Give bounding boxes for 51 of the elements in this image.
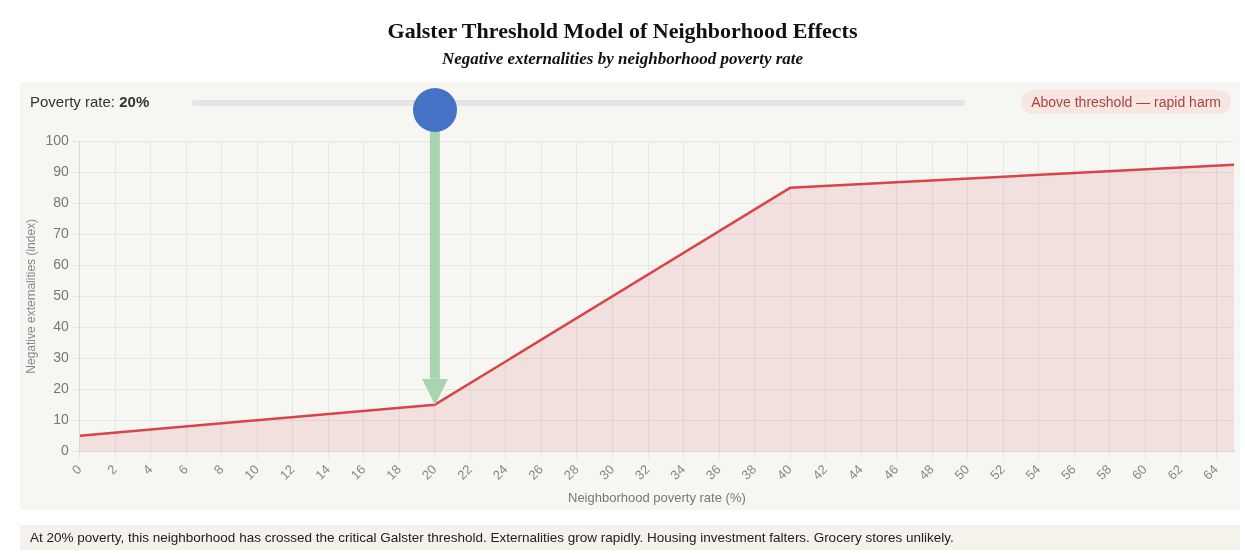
y-axis-title: Negative externalities (index) bbox=[23, 218, 38, 374]
x-tick-label: 56 bbox=[1058, 461, 1079, 483]
x-tick-label: 30 bbox=[596, 461, 618, 483]
x-tick-label: 34 bbox=[667, 461, 689, 483]
x-tick-label: 40 bbox=[773, 461, 795, 483]
x-tick-label: 8 bbox=[210, 461, 227, 478]
text: Above threshold — rapid harm bbox=[1021, 90, 1231, 114]
x-tick-label: 32 bbox=[631, 461, 653, 483]
x-tick-label: 4 bbox=[139, 461, 156, 478]
y-tick-label: 0 bbox=[60, 442, 69, 458]
y-tick-label: 60 bbox=[53, 256, 69, 273]
x-tick-label: 14 bbox=[312, 461, 334, 483]
x-tick-label: 62 bbox=[1164, 461, 1186, 483]
x-tick-label: 12 bbox=[276, 461, 298, 483]
y-tick-label: 10 bbox=[53, 411, 69, 428]
x-tick-label: 24 bbox=[489, 461, 511, 483]
x-tick-label: 52 bbox=[986, 461, 1008, 483]
x-tick-label: 46 bbox=[880, 461, 902, 483]
x-tick-label: 42 bbox=[809, 461, 831, 483]
y-tick-label: 50 bbox=[53, 287, 69, 304]
x-tick-label: 18 bbox=[383, 461, 405, 483]
y-tick-label: 100 bbox=[45, 132, 69, 149]
x-tick-label: 36 bbox=[702, 461, 724, 483]
x-tick-label: 58 bbox=[1093, 461, 1115, 483]
x-tick-label: 38 bbox=[738, 461, 760, 483]
text: Poverty rate: 20% bbox=[30, 93, 150, 110]
x-tick-label: 60 bbox=[1129, 461, 1150, 483]
y-tick-label: 20 bbox=[53, 380, 69, 397]
x-tick-label: 10 bbox=[241, 461, 262, 483]
x-tick-label: 6 bbox=[175, 461, 191, 478]
x-tick-label: 48 bbox=[915, 461, 937, 483]
x-tick-label: 20 bbox=[418, 461, 440, 483]
y-tick-label: 90 bbox=[53, 163, 69, 180]
chart-subtitle: Negative externalities by neighborhood poverty rate bbox=[440, 49, 805, 69]
y-tick-label: 70 bbox=[53, 225, 69, 242]
x-tick-label: 44 bbox=[844, 461, 866, 483]
text: At 20% poverty, this neighborhood has crossed the critical Galster threshold. Externalities grow rapidly. Housing investment falters. Grocery stores unlikely. bbox=[20, 525, 1240, 550]
x-tick-label: 50 bbox=[951, 461, 973, 483]
y-tick-label: 30 bbox=[53, 349, 69, 366]
y-tick-label: 40 bbox=[53, 318, 69, 335]
y-tick-label: 80 bbox=[53, 194, 69, 211]
x-tick-label: 0 bbox=[68, 461, 85, 478]
x-tick-label: 22 bbox=[454, 461, 476, 483]
x-tick-label: 16 bbox=[347, 461, 369, 483]
x-tick-label: 28 bbox=[560, 461, 582, 483]
x-axis-title: Neighborhood poverty rate (%) bbox=[568, 489, 746, 505]
x-tick-label: 2 bbox=[104, 461, 120, 478]
x-tick-label: 26 bbox=[525, 461, 547, 483]
chart-title: Galster Threshold Model of Neighborhood Effects bbox=[386, 18, 859, 44]
x-tick-label: 54 bbox=[1022, 461, 1044, 483]
x-tick-label: 64 bbox=[1200, 461, 1221, 483]
